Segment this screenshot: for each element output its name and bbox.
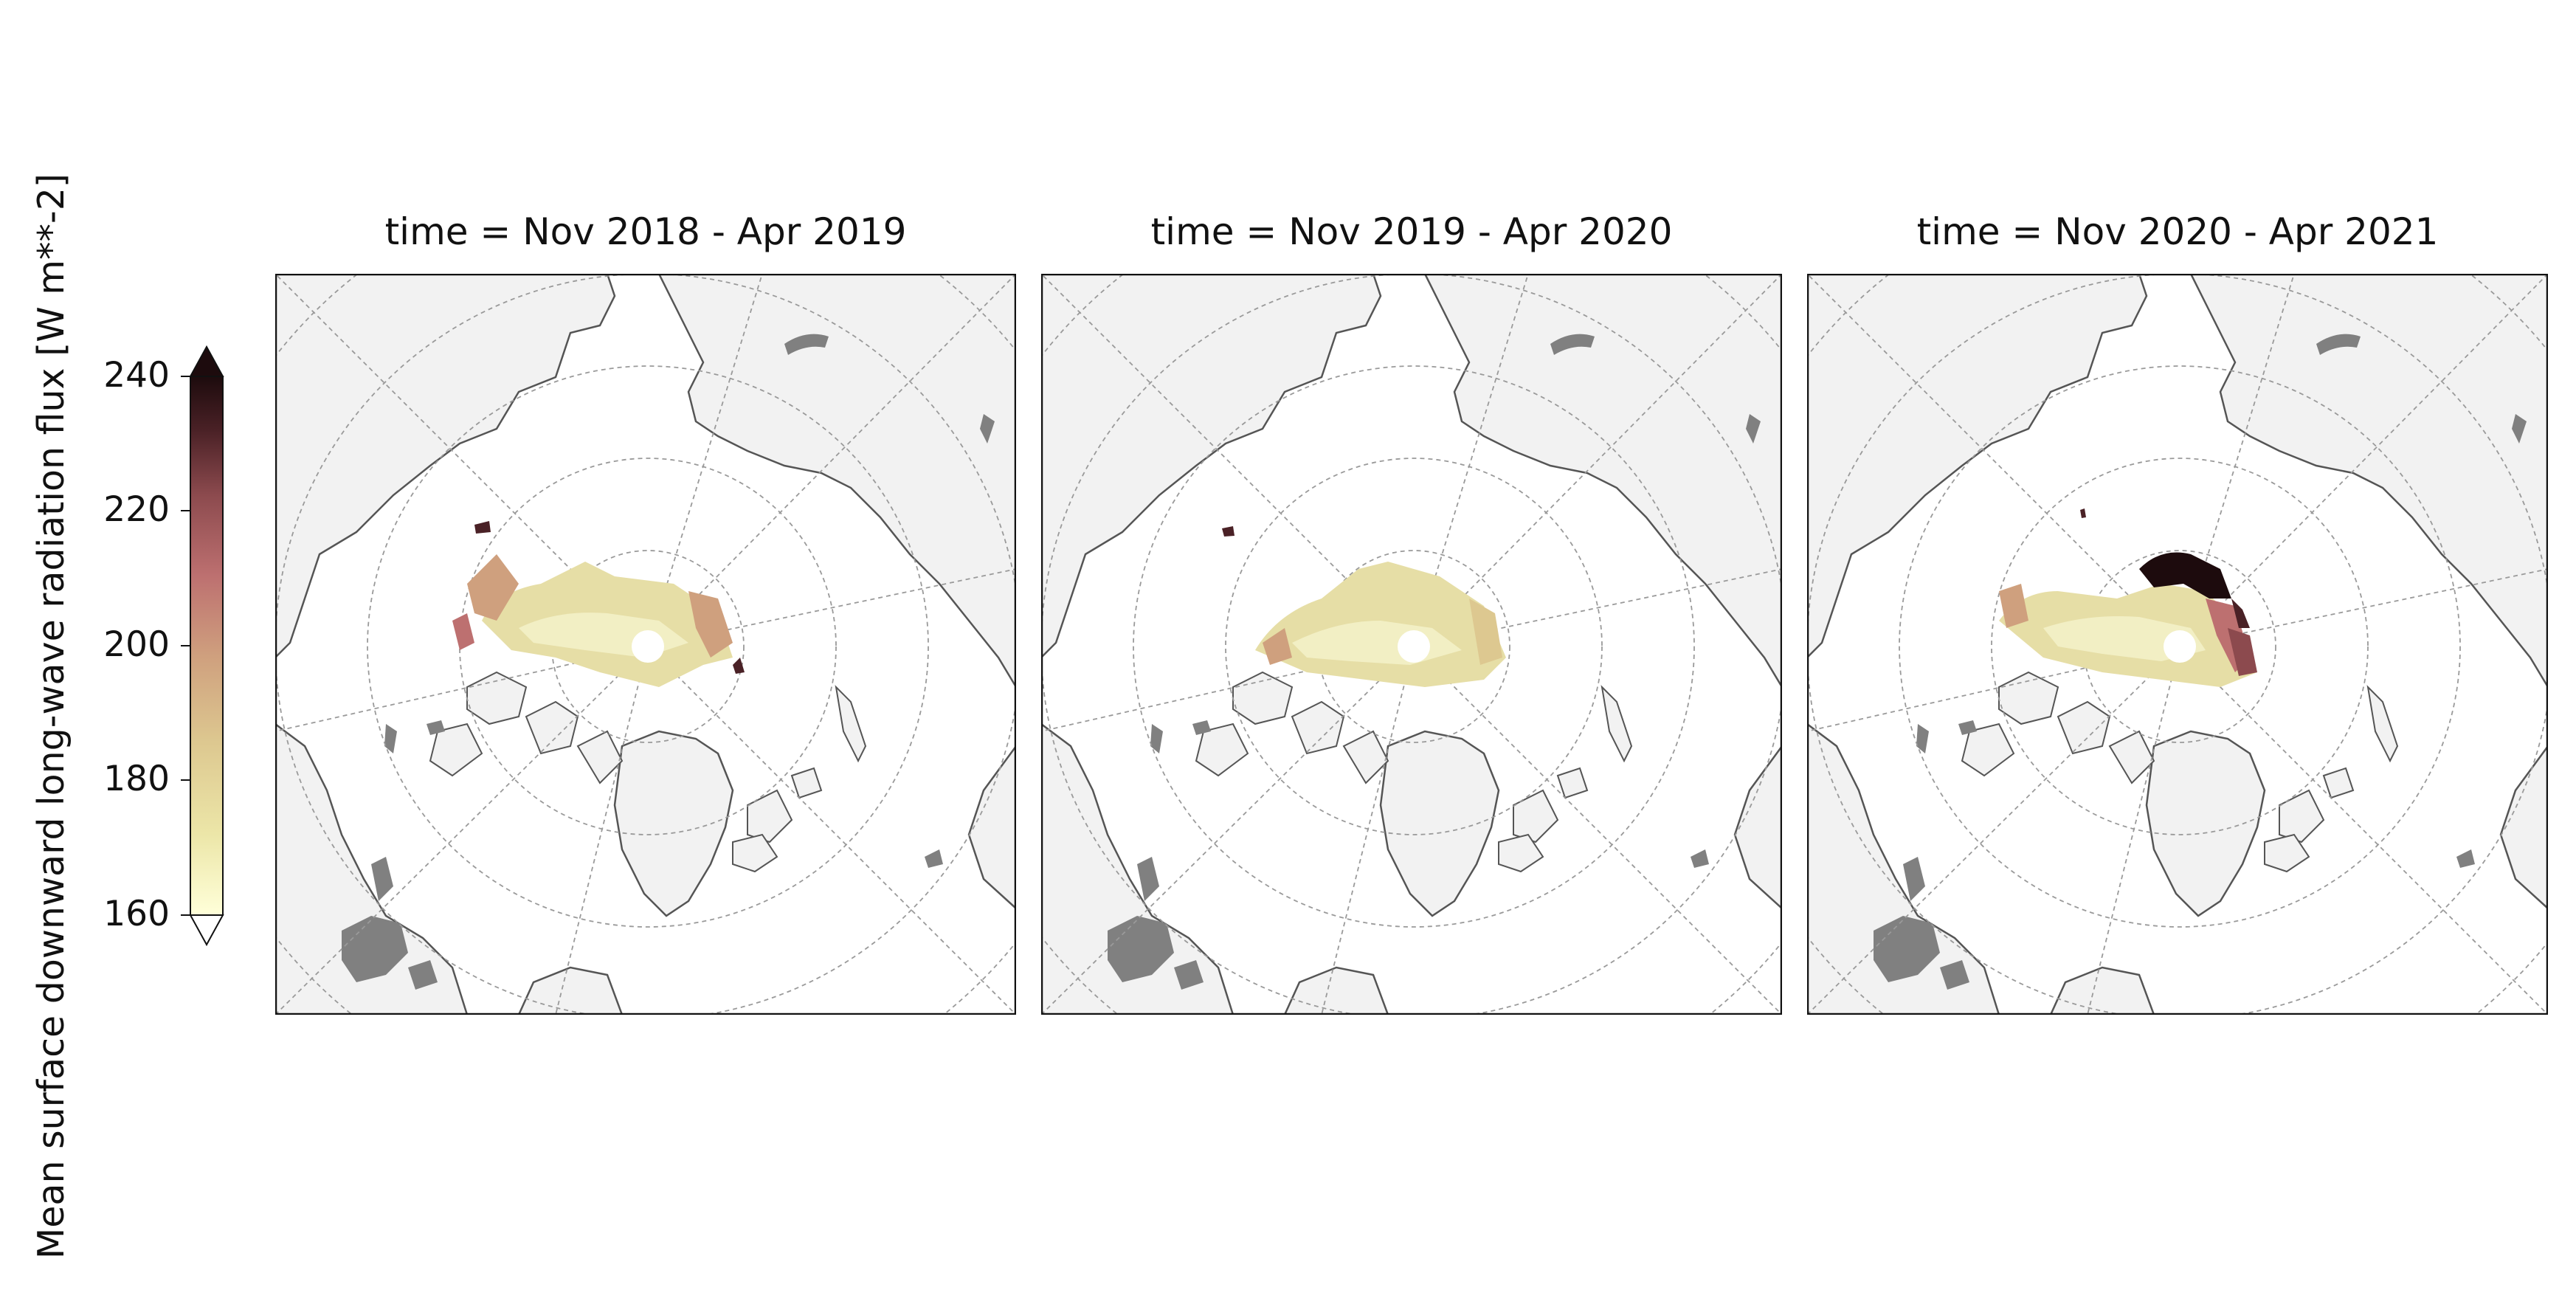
colorbar-tick-160: 160 bbox=[103, 894, 170, 934]
colorbar-tick-240: 240 bbox=[103, 355, 170, 396]
colorbar-graphic bbox=[181, 345, 224, 947]
map-panel-3 bbox=[1807, 274, 2548, 1015]
panel-title-3: time = Nov 2020 - Apr 2021 bbox=[1916, 210, 2439, 253]
colorbar-label: Mean surface downward long-wave radiatio… bbox=[30, 173, 72, 1259]
flux-field-2 bbox=[1222, 526, 1506, 687]
flux-field-3 bbox=[1999, 508, 2257, 687]
colorbar-tick-180: 180 bbox=[103, 759, 170, 799]
colorbar-extend-max bbox=[189, 345, 224, 377]
colorbar-extend-min bbox=[189, 914, 224, 947]
panel-title-1: time = Nov 2018 - Apr 2019 bbox=[384, 210, 907, 253]
colorbar-tick-200: 200 bbox=[103, 624, 170, 665]
colorbar-tick-220: 220 bbox=[103, 489, 170, 530]
panel-title-2: time = Nov 2019 - Apr 2020 bbox=[1150, 210, 1673, 253]
map-panel-2 bbox=[1041, 274, 1782, 1015]
colorbar bbox=[181, 339, 232, 955]
colorbar-gradient bbox=[190, 376, 224, 916]
flux-field-1 bbox=[452, 521, 745, 687]
map-panel-1 bbox=[275, 274, 1016, 1015]
